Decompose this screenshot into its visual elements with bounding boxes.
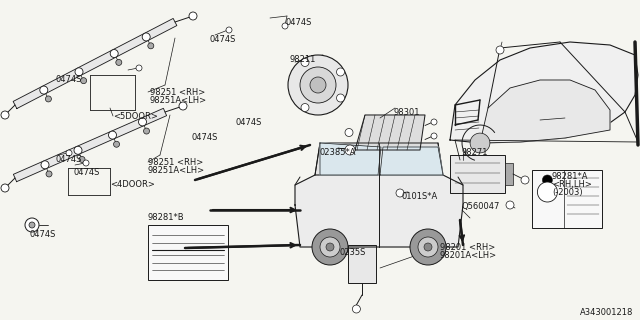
Circle shape	[470, 133, 490, 153]
Circle shape	[74, 146, 82, 154]
Circle shape	[113, 141, 120, 147]
Text: 0474S: 0474S	[73, 168, 99, 177]
Text: 98251 <RH>: 98251 <RH>	[148, 158, 204, 167]
Circle shape	[506, 201, 514, 209]
Circle shape	[310, 77, 326, 93]
Circle shape	[66, 150, 72, 156]
Circle shape	[143, 128, 150, 134]
Polygon shape	[295, 175, 463, 247]
Circle shape	[282, 23, 288, 29]
Text: <RH,LH>: <RH,LH>	[552, 180, 592, 189]
Text: 98211: 98211	[290, 55, 316, 64]
Circle shape	[41, 161, 49, 169]
Circle shape	[521, 176, 529, 184]
Bar	[348, 245, 376, 283]
Circle shape	[300, 67, 336, 103]
Text: (-2003): (-2003)	[552, 188, 582, 197]
Circle shape	[543, 175, 552, 185]
Circle shape	[110, 50, 118, 58]
Circle shape	[29, 222, 35, 228]
Circle shape	[418, 237, 438, 257]
Circle shape	[138, 118, 147, 126]
Circle shape	[179, 102, 187, 110]
Text: 0474S: 0474S	[55, 75, 81, 84]
Circle shape	[136, 65, 142, 71]
Circle shape	[148, 43, 154, 49]
Text: 98251A<LH>: 98251A<LH>	[148, 166, 205, 175]
Circle shape	[396, 189, 404, 197]
Circle shape	[40, 86, 48, 94]
Text: Q560047: Q560047	[462, 202, 500, 211]
Text: 98271: 98271	[462, 148, 488, 157]
Text: 98201A<LH>: 98201A<LH>	[440, 251, 497, 260]
Bar	[450, 155, 505, 193]
Circle shape	[337, 68, 344, 76]
Text: 98251 <RH>: 98251 <RH>	[150, 88, 205, 97]
Circle shape	[45, 96, 51, 102]
Bar	[505, 163, 513, 185]
Polygon shape	[355, 115, 425, 150]
Circle shape	[301, 59, 309, 67]
Text: <5DOOR>: <5DOOR>	[113, 112, 158, 121]
Circle shape	[46, 171, 52, 177]
Circle shape	[81, 78, 86, 84]
Polygon shape	[315, 143, 443, 175]
Circle shape	[353, 305, 360, 313]
Circle shape	[301, 103, 309, 111]
Polygon shape	[380, 147, 443, 175]
Circle shape	[1, 184, 9, 192]
Text: 0474S: 0474S	[285, 18, 312, 27]
Text: 0235S: 0235S	[340, 248, 366, 257]
Text: <4DOOR>: <4DOOR>	[110, 180, 155, 189]
Circle shape	[109, 131, 116, 139]
Circle shape	[288, 55, 348, 115]
Circle shape	[424, 243, 432, 251]
Text: 0474S: 0474S	[192, 133, 218, 142]
Circle shape	[431, 119, 437, 125]
Circle shape	[226, 27, 232, 33]
Circle shape	[345, 145, 355, 155]
Text: 98251A<LH>: 98251A<LH>	[150, 96, 207, 105]
Circle shape	[312, 229, 348, 265]
Text: 98201 <RH>: 98201 <RH>	[440, 243, 495, 252]
Text: 98301: 98301	[393, 108, 419, 117]
Text: 0101S*A: 0101S*A	[402, 192, 438, 201]
Circle shape	[326, 243, 334, 251]
Polygon shape	[13, 108, 166, 182]
Circle shape	[25, 218, 39, 232]
Circle shape	[337, 94, 344, 102]
Circle shape	[79, 156, 85, 163]
Text: 98281*B: 98281*B	[148, 213, 184, 222]
Circle shape	[410, 229, 446, 265]
Circle shape	[142, 33, 150, 41]
Circle shape	[431, 133, 437, 139]
Text: A343001218: A343001218	[580, 308, 634, 317]
Text: 0474S: 0474S	[236, 118, 262, 127]
Text: 0474S: 0474S	[30, 230, 56, 239]
Text: 98281*A: 98281*A	[552, 172, 589, 181]
Circle shape	[189, 12, 197, 20]
Circle shape	[538, 182, 557, 202]
Circle shape	[116, 60, 122, 65]
Text: 0474S: 0474S	[210, 35, 236, 44]
Circle shape	[496, 46, 504, 54]
Polygon shape	[450, 42, 638, 143]
Polygon shape	[480, 80, 610, 143]
Circle shape	[75, 68, 83, 76]
Bar	[148, 225, 228, 280]
Circle shape	[345, 129, 353, 137]
Circle shape	[83, 160, 89, 166]
Polygon shape	[320, 143, 381, 175]
Circle shape	[1, 111, 9, 119]
Text: 02385*A: 02385*A	[320, 148, 356, 157]
Polygon shape	[13, 19, 177, 108]
Text: 0474S: 0474S	[55, 155, 81, 164]
Circle shape	[320, 237, 340, 257]
Bar	[532, 170, 602, 228]
